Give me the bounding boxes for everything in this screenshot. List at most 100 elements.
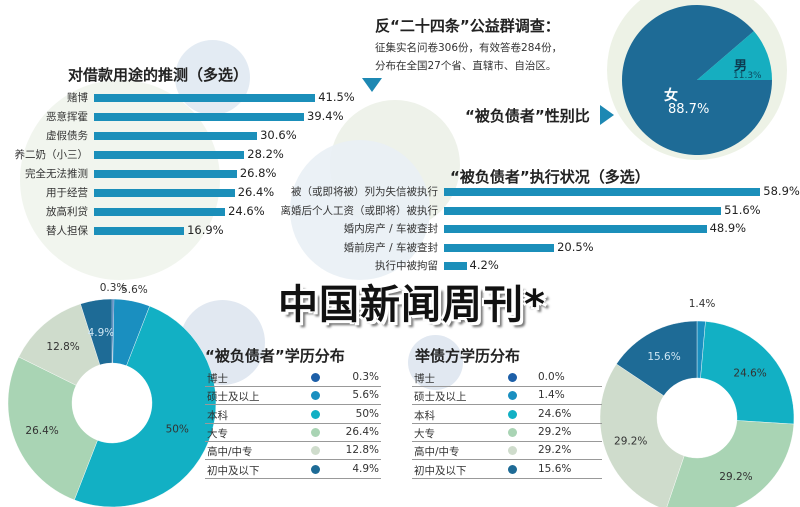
bar-label: 被（或即将被）列为失信被执行	[291, 186, 438, 198]
legend-dot	[311, 409, 320, 419]
bar-value-label: 48.9%	[709, 221, 747, 236]
gender-title: “被负债者”性别比	[465, 107, 590, 125]
bar	[94, 227, 185, 235]
bar-value-label: 28.2%	[247, 147, 284, 161]
donut-value-label: 15.6%	[647, 351, 680, 363]
bar-label: 婚前房产 / 车被查封	[343, 241, 438, 254]
legend-label: 硕士及以上	[207, 391, 260, 404]
female-label: 女	[664, 88, 678, 104]
bar-value-label: 20.5%	[557, 239, 594, 254]
pie-slice-female	[622, 5, 772, 156]
donut-value-label: 50%	[166, 423, 189, 435]
legend-label: 大专	[414, 427, 435, 440]
legend-dot	[508, 391, 517, 401]
loan-use-title: 对借款用途的推测（多选）	[68, 66, 249, 84]
legend-value: 24.6%	[538, 407, 572, 420]
debtor-edu-title: “被负债者”学历分布	[205, 347, 345, 365]
legend-row: 本科 24.6%	[412, 405, 602, 424]
bar	[444, 225, 707, 234]
legend-row: 硕士及以上 5.6%	[205, 386, 381, 406]
bar-value-label: 4.2%	[469, 258, 499, 273]
legend-dot	[508, 373, 517, 382]
bar	[444, 243, 555, 252]
legend-value: 5.6%	[352, 389, 379, 402]
legend-dot	[311, 446, 320, 456]
bar	[94, 189, 235, 197]
legend-label: 高中/中专	[414, 446, 460, 459]
legend-value: 50%	[355, 407, 379, 420]
legend-row: 初中及以下 4.9%	[205, 460, 381, 479]
legend-label: 初中及以下	[207, 464, 260, 477]
bar-label: 用于经营	[46, 187, 88, 199]
bar-value-label: 39.4%	[307, 109, 344, 123]
donut-value-label: 1.4%	[689, 298, 716, 310]
bar	[94, 170, 237, 178]
legend-dot	[508, 446, 517, 456]
execution-title: “被负债者”执行状况（多选）	[450, 168, 650, 186]
legend-value: 15.6%	[538, 462, 572, 475]
legend-label: 博士	[207, 373, 228, 385]
legend-dot	[311, 391, 320, 401]
male-value: 11.3%	[733, 71, 762, 81]
bar-value-label: 41.5%	[318, 90, 355, 104]
donut-slice	[616, 320, 698, 397]
watermark-logo: 中国新闻周刊*	[278, 282, 546, 328]
donut-value-label: 12.8%	[46, 341, 79, 353]
legend-value: 0.0%	[538, 371, 565, 383]
bar-value-label: 58.9%	[763, 184, 800, 198]
legend-row: 大专 26.4%	[205, 423, 381, 442]
bar	[444, 262, 467, 271]
decor-circle	[290, 140, 430, 280]
bar-label: 完全无法推测	[25, 168, 88, 180]
bar-label: 离婚后个人工资（或即将）被执行	[280, 204, 439, 217]
donut-value-label: 24.6%	[733, 367, 766, 379]
legend-value: 26.4%	[345, 425, 379, 438]
arrow-right-icon	[600, 105, 614, 125]
legend-row: 初中及以下 15.6%	[412, 460, 602, 479]
bar	[94, 132, 258, 140]
legend-dot	[311, 373, 320, 382]
bar	[94, 208, 226, 216]
donut-slice	[599, 363, 685, 507]
decor-circle	[408, 335, 463, 390]
legend-row: 博士 0.3%	[205, 368, 381, 387]
donut-value-label: 5.6%	[121, 284, 148, 296]
legend-dot	[508, 409, 517, 419]
donut-value-label: 4.9%	[88, 327, 115, 339]
male-label: 男	[734, 59, 748, 74]
bar-value-label: 51.6%	[724, 202, 761, 217]
legend-value: 29.2%	[538, 444, 572, 457]
legend-dot	[311, 464, 320, 474]
legend-dot	[508, 464, 517, 474]
bar-label: 虚假债务	[46, 130, 88, 142]
bar	[94, 113, 304, 121]
legend-row: 高中/中专 12.8%	[205, 441, 381, 461]
bar-label: 执行中被拘留	[375, 260, 438, 273]
donut-slice	[700, 321, 795, 425]
bar-label: 恶意挥霍	[46, 111, 88, 123]
bar-label: 婚内房产 / 车被查封	[343, 223, 438, 236]
survey-line2: 分布在全国27个省、直辖市、自治区。	[375, 60, 557, 72]
legend-dot	[311, 427, 320, 437]
legend-row: 大专 29.2%	[412, 423, 602, 442]
bar-value-label: 16.9%	[187, 223, 224, 237]
female-value: 88.7%	[668, 102, 710, 117]
legend-value: 29.2%	[538, 425, 572, 438]
bar-value-label: 26.4%	[237, 185, 275, 199]
bar-label: 放高利贷	[46, 206, 88, 218]
bar-label: 替人担保	[46, 225, 88, 237]
legend-label: 高中/中专	[207, 446, 253, 459]
legend-row: 高中/中专 29.2%	[412, 441, 602, 461]
legend-value: 1.4%	[538, 389, 565, 402]
arrow-down-icon	[362, 78, 382, 92]
bar	[444, 206, 722, 215]
legend-label: 初中及以下	[414, 464, 467, 477]
donut-slice	[80, 298, 113, 366]
donut-slice	[7, 356, 98, 501]
legend-row: 硕士及以上 1.4%	[412, 386, 602, 406]
survey-title: 反“二十四条”公益群调查：	[375, 17, 560, 35]
donut-slice	[666, 420, 795, 507]
legend-label: 本科	[414, 409, 435, 422]
legend-label: 大专	[207, 427, 228, 440]
